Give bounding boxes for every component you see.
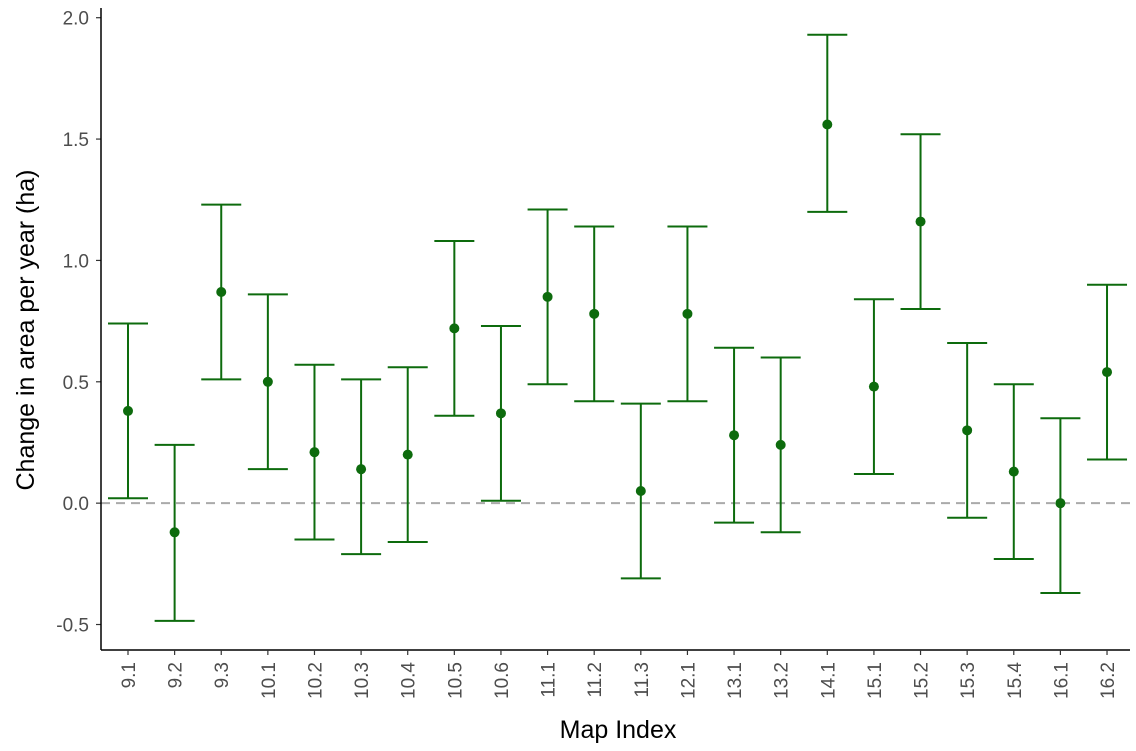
y-tick-label: -0.5	[56, 616, 89, 637]
point	[1102, 367, 1113, 378]
y-axis-title: Change in area per year (ha)	[12, 169, 40, 490]
point	[262, 376, 273, 387]
x-tick-label: 10.4	[399, 662, 420, 699]
x-tick-label: 16.2	[1098, 662, 1119, 699]
point	[589, 308, 600, 319]
y-tick-label: 2.0	[63, 9, 89, 30]
point	[123, 405, 133, 416]
point	[822, 119, 833, 130]
x-tick-label: 16.1	[1051, 662, 1072, 699]
point	[635, 486, 646, 497]
x-tick-label: 10.1	[259, 662, 280, 699]
x-tick-label: 15.1	[865, 662, 886, 699]
x-tick-label: 15.2	[912, 662, 933, 699]
point	[495, 408, 506, 419]
point	[449, 323, 460, 334]
x-tick-label: 10.6	[492, 662, 513, 699]
point	[216, 286, 227, 297]
x-tick-label: 14.1	[818, 662, 839, 699]
point	[915, 216, 926, 227]
point	[868, 381, 879, 392]
x-tick-label: 11.1	[539, 662, 560, 698]
x-tick-label: 10.2	[305, 662, 326, 699]
point	[309, 447, 320, 458]
x-tick-label: 9.2	[166, 662, 187, 688]
x-tick-label: 9.1	[119, 662, 140, 688]
y-tick-label: 0.5	[63, 373, 89, 394]
x-tick-label: 9.3	[212, 662, 233, 688]
point	[169, 527, 180, 538]
point	[542, 291, 553, 302]
point	[729, 430, 740, 441]
x-tick-label: 13.2	[772, 662, 793, 699]
y-tick-label: 1.5	[63, 130, 89, 151]
point	[1055, 498, 1066, 509]
point	[775, 439, 786, 450]
x-tick-label: 11.3	[632, 662, 653, 698]
y-tick-label: 0.0	[63, 494, 89, 515]
x-axis-title: Map Index	[560, 716, 677, 744]
point	[962, 425, 973, 436]
x-tick-label: 15.4	[1005, 662, 1026, 699]
x-tick-label: 11.2	[585, 662, 606, 698]
point	[402, 449, 413, 460]
point	[682, 308, 693, 319]
x-tick-label: 10.3	[352, 662, 373, 699]
x-tick-label: 12.1	[678, 662, 699, 699]
y-tick-label: 1.0	[63, 251, 89, 272]
x-tick-label: 13.1	[725, 662, 746, 699]
point	[356, 464, 367, 475]
x-tick-label: 10.5	[445, 662, 466, 699]
x-tick-label: 15.3	[958, 662, 979, 699]
point	[1008, 466, 1019, 477]
